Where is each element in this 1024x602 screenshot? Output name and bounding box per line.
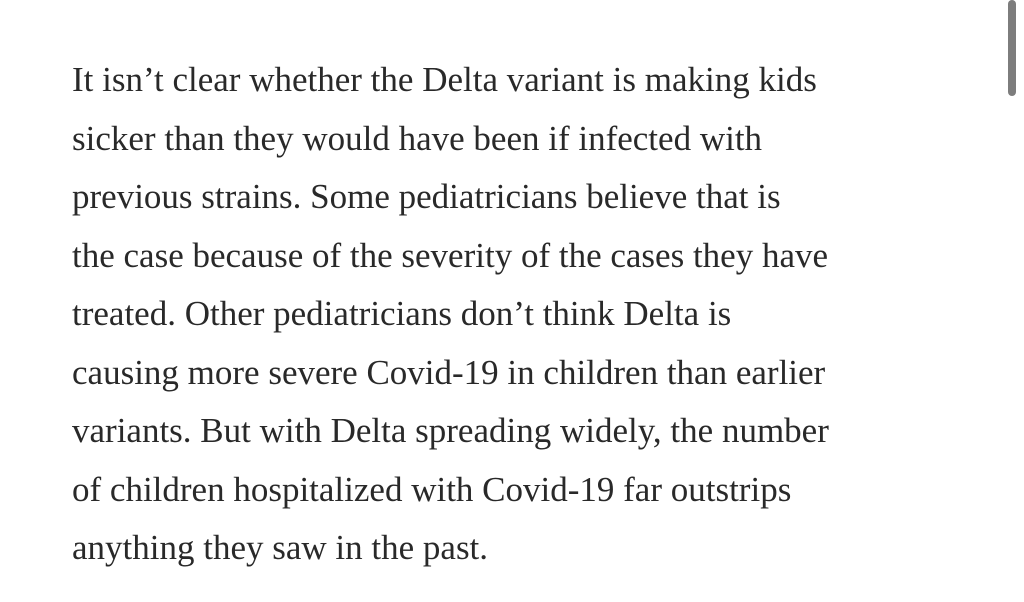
text-line: previous strains. Some pediatricians bel… (72, 177, 781, 216)
text-line: the case because of the severity of the … (72, 235, 829, 275)
text-line: treated. Other pediatricians don’t think… (72, 294, 732, 333)
article-paragraph: It isn’t clear whether the Delta variant… (72, 51, 829, 578)
scrollbar[interactable] (1008, 0, 1016, 96)
text-line: anything they saw in the past. (72, 528, 489, 567)
text-line: It isn’t clear whether the Delta variant… (72, 60, 817, 99)
text-line: variants. But with Delta spreading widel… (72, 411, 829, 450)
text-line: causing more severe Covid-19 in children… (72, 352, 826, 392)
text-line: sicker than they would have been if infe… (72, 118, 763, 158)
text-line: of children hospitalized with Covid-19 f… (72, 469, 792, 509)
